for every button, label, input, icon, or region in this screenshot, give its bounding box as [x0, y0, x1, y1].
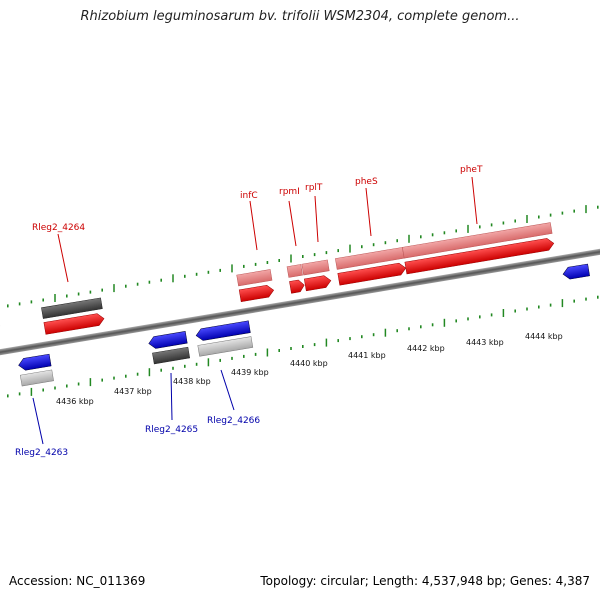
leader-rleg2-4263 — [32, 397, 44, 445]
gene-rleg2-4265-dark[interactable] — [152, 346, 191, 365]
kbp-label: 4444 kbp — [525, 332, 563, 341]
reverse-gene-labels: Rleg2_4263 Rleg2_4265 Rleg2_4266 — [15, 416, 260, 458]
kbp-label: 4441 kbp — [348, 351, 386, 360]
gene-infC-arrow[interactable] — [238, 284, 275, 302]
leader-rplT — [314, 195, 319, 243]
genome-summary-text: Topology: circular; Length: 4,537,948 bp… — [260, 574, 590, 588]
gene-rleg2-4265-arrow[interactable] — [148, 331, 188, 349]
gene-rleg2-4264-dark[interactable] — [41, 297, 103, 319]
gene-label[interactable]: rpmI — [279, 187, 300, 197]
leader-rpmI — [288, 200, 297, 247]
leader-pheS — [365, 187, 372, 237]
gene-rleg2-4263-light[interactable] — [19, 369, 54, 387]
kbp-label: 4437 kbp — [114, 387, 152, 396]
gene-label[interactable]: rplT — [305, 183, 323, 193]
gene-rplT-arrow[interactable] — [303, 275, 332, 292]
kbp-axis-labels: 4436 kbp 4437 kbp 4438 kbp 4439 kbp 4440… — [56, 332, 563, 406]
gene-rleg2-4264-arrow[interactable] — [43, 313, 105, 335]
gene-right-blue-arrow[interactable] — [562, 263, 590, 280]
leader-rleg2-4266 — [220, 369, 235, 411]
gene-label[interactable]: Rleg2_4266 — [207, 416, 260, 426]
gene-pheT-pseudo[interactable] — [402, 222, 553, 259]
gene-rpmI-pseudo[interactable] — [286, 264, 303, 278]
accession-text: Accession: NC_011369 — [9, 574, 146, 588]
reverse-tick-row — [7, 295, 599, 398]
gene-label[interactable]: pheS — [355, 177, 378, 187]
gene-rleg2-4263-arrow[interactable] — [18, 353, 52, 371]
gene-infC-pseudo[interactable] — [236, 269, 273, 287]
leader-pheT — [471, 176, 478, 225]
leader-infC — [249, 200, 258, 251]
gene-pheT-arrow[interactable] — [404, 237, 555, 275]
gene-label[interactable]: infC — [240, 191, 258, 201]
leader-rleg2-4265 — [170, 372, 173, 421]
backbone — [0, 239, 600, 365]
kbp-label: 4440 kbp — [290, 359, 328, 368]
kbp-label: 4442 kbp — [407, 344, 445, 353]
gene-rleg2-4266-light[interactable] — [197, 336, 254, 357]
forward-tick-row — [7, 205, 599, 308]
gene-label[interactable]: pheT — [460, 165, 483, 175]
label-leaders — [32, 176, 478, 445]
forward-gene-labels: Rleg2_4264 infC rpmI rplT pheS pheT — [32, 165, 483, 233]
leader-rleg2-4264 — [57, 233, 69, 283]
gene-label[interactable]: Rleg2_4263 — [15, 448, 68, 458]
gene-label[interactable]: Rleg2_4264 — [32, 223, 85, 233]
gene-rleg2-4266-arrow[interactable] — [195, 320, 251, 342]
kbp-label: 4439 kbp — [231, 368, 269, 377]
kbp-label: 4438 kbp — [173, 377, 211, 386]
kbp-label: 4436 kbp — [56, 397, 94, 406]
gene-rpmI-arrow[interactable] — [289, 279, 305, 294]
gene-pheS-arrow[interactable] — [337, 262, 407, 286]
map-title: Rhizobium leguminosarum bv. trifolii WSM… — [80, 9, 520, 24]
gene-rplT-pseudo[interactable] — [301, 259, 330, 276]
kbp-label: 4443 kbp — [466, 338, 504, 347]
gene-label[interactable]: Rleg2_4265 — [145, 425, 198, 435]
